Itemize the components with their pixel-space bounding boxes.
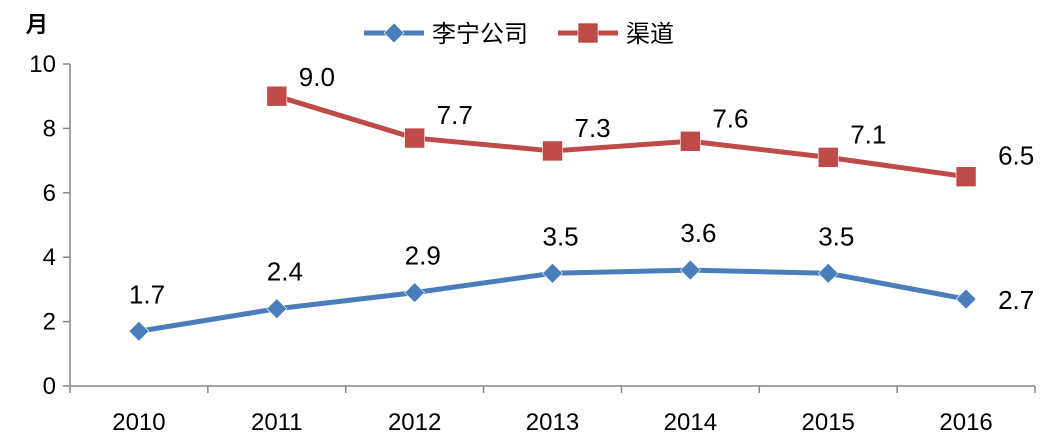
data-label: 2.9 (405, 241, 441, 271)
data-label: 3.5 (818, 221, 854, 251)
data-point-diamond (542, 262, 563, 284)
series-1 (128, 259, 977, 342)
x-tick-label: 2010 (112, 409, 165, 436)
y-tick-label: 4 (43, 244, 56, 271)
y-axis-unit-label: 月 (25, 13, 48, 38)
series-layer (128, 85, 977, 342)
legend-label: 李宁公司 (432, 20, 528, 48)
y-tick-label: 8 (43, 115, 56, 142)
data-label-layer: 1.7 2.4 2.9 3.5 3.6 3.5 2.7 9.0 7.7 7.3 7.6 7.1 6.5 (129, 62, 1034, 315)
x-tick-label: 2011 (251, 409, 303, 436)
y-tick-label: 10 (29, 51, 56, 78)
data-point-diamond (128, 320, 150, 342)
data-label: 3.6 (680, 218, 716, 248)
data-point-square (817, 147, 839, 168)
data-point-square (955, 166, 977, 187)
data-point-diamond (679, 259, 701, 281)
data-label: 6.5 (998, 141, 1034, 171)
data-point-square (404, 127, 425, 149)
data-point-diamond (404, 282, 426, 304)
data-point-square (680, 130, 701, 152)
data-label: 2.4 (267, 257, 303, 287)
data-point-diamond (266, 298, 288, 320)
series-2 (266, 85, 977, 187)
data-point-diamond (955, 288, 977, 310)
x-tick-label: 2014 (664, 409, 717, 436)
data-point-diamond (817, 262, 839, 284)
data-label: 9.0 (299, 62, 335, 92)
series-line (276, 93, 967, 180)
x-tick-label: 2012 (388, 409, 441, 436)
y-tick-label: 0 (43, 373, 56, 400)
data-label: 7.6 (712, 103, 748, 133)
data-label: 3.5 (543, 221, 579, 251)
data-point-diamond (383, 22, 405, 44)
x-tick-label: 2013 (526, 409, 579, 436)
legend: 李宁公司 渠道 (364, 20, 674, 48)
y-tick-label: 2 (43, 309, 56, 336)
data-label: 7.1 (850, 119, 886, 149)
y-tick-label: 6 (43, 180, 56, 207)
axes: 0 2 4 6 8 10 2010 2011 2012 2013 2014 2015 2016 (29, 51, 1036, 436)
x-tick-label: 2015 (802, 409, 855, 436)
data-label: 7.7 (437, 100, 473, 130)
legend-item-1: 李宁公司 (364, 20, 528, 48)
data-label: 2.7 (998, 285, 1034, 315)
legend-item-2: 渠道 (558, 20, 674, 48)
data-point-square (542, 140, 563, 162)
legend-label: 渠道 (626, 20, 674, 48)
x-tick-label: 2016 (939, 409, 992, 436)
data-label: 7.3 (575, 113, 611, 143)
data-label: 1.7 (129, 279, 165, 309)
data-point-square (577, 22, 599, 44)
data-point-square (266, 85, 288, 107)
